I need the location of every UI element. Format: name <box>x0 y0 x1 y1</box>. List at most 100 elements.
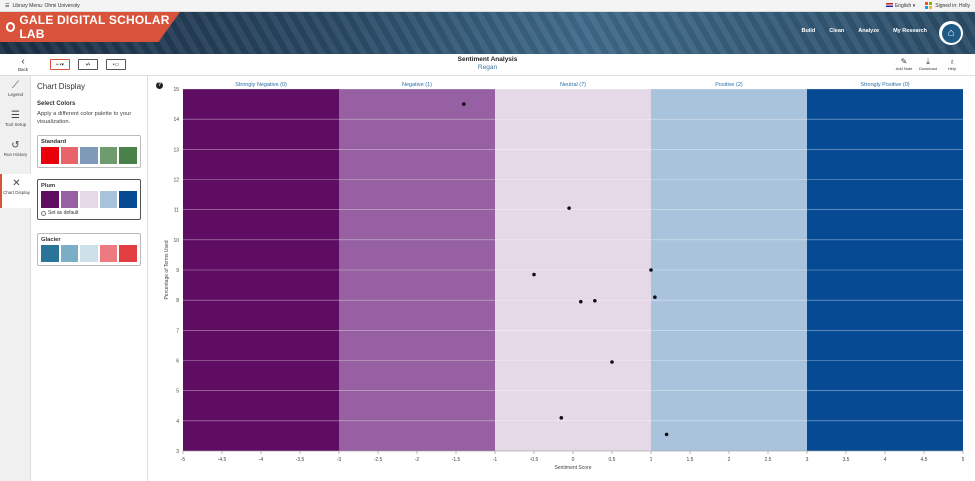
nav-analyze[interactable]: Analyze <box>858 28 880 34</box>
color-swatch <box>41 147 59 164</box>
color-swatch <box>119 147 137 164</box>
y-tick-label: 15 <box>173 87 179 93</box>
rail-run-history[interactable]: ↺ Run History <box>0 140 31 157</box>
chart-help-icon[interactable]: ? <box>156 82 163 89</box>
data-point <box>462 102 466 106</box>
x-tick-label: 0.5 <box>609 457 616 463</box>
x-tick-label: -4.5 <box>218 457 227 463</box>
panel-description: Apply a different color palette to your … <box>37 111 132 125</box>
add-note-button[interactable]: ✎ Add Note <box>895 57 913 71</box>
menu-icon[interactable]: ☰ <box>5 2 10 9</box>
x-tick-label: -0.5 <box>530 457 539 463</box>
nav-clean[interactable]: Clean <box>829 28 845 34</box>
x-tick-label: -1.5 <box>452 457 461 463</box>
x-tick-label: 0 <box>572 457 575 463</box>
x-tick-label: -3 <box>337 457 342 463</box>
x-tick-label: 3.5 <box>843 457 850 463</box>
palette-name: Standard <box>41 139 67 145</box>
view-toggle-3[interactable]: •▭ <box>106 59 126 70</box>
panel-title: Chart Display <box>37 82 86 91</box>
data-point <box>593 298 597 303</box>
color-swatch <box>60 191 79 208</box>
language-select[interactable]: English ▾ <box>885 3 915 9</box>
rail-chart-display[interactable]: ✕ Chart Display <box>0 174 31 208</box>
tool-toolbar: ‹ Back •·•▾ •⁄• •▭ Sentiment Analysis Re… <box>0 54 975 76</box>
x-tick-label: -5 <box>181 457 186 463</box>
x-tick-label: -2 <box>415 457 420 463</box>
x-tick-label: 4 <box>884 457 887 463</box>
content-set-link[interactable]: Regan <box>477 64 498 71</box>
home-button[interactable]: ⌂ <box>939 21 963 45</box>
x-tick-label: 3 <box>806 457 809 463</box>
rail-tool-setup[interactable]: ☰ Tool Setup <box>0 110 31 127</box>
x-axis-label: Sentiment Score <box>555 465 592 471</box>
y-tick-label: 5 <box>176 389 179 395</box>
rail-legend[interactable]: ⟋ Legend <box>0 80 31 97</box>
data-point <box>649 268 653 272</box>
x-tick-label: -4 <box>259 457 264 463</box>
color-swatch <box>80 245 98 262</box>
color-swatch <box>41 245 59 262</box>
color-swatch <box>119 191 137 208</box>
view-toggle-2[interactable]: •⁄• <box>78 59 98 70</box>
download-button[interactable]: ⤓ Download <box>919 57 937 71</box>
home-icon: ⌂ <box>941 23 961 43</box>
palette-standard[interactable]: Standard <box>37 135 141 168</box>
data-point <box>664 432 669 437</box>
signed-in-user[interactable]: Signed in: Holly <box>925 2 970 9</box>
tool-title: Sentiment Analysis <box>457 56 518 63</box>
x-tick-label: -1 <box>493 457 498 463</box>
nav-build[interactable]: Build <box>801 28 816 34</box>
back-button[interactable]: ‹ Back <box>17 56 28 73</box>
history-icon: ↺ <box>11 140 20 151</box>
band-label: Strongly Negative (0) <box>235 82 287 88</box>
radio-icon <box>41 210 46 216</box>
color-swatch <box>41 191 59 208</box>
brand[interactable]: GALE DIGITAL SCHOLAR LAB <box>0 12 180 42</box>
y-tick-label: 3 <box>176 449 179 455</box>
band-label: Strongly Positive (0) <box>860 82 909 88</box>
microsoft-icon <box>925 2 933 9</box>
side-rail: ⟋ Legend ☰ Tool Setup ↺ Run History ✕ Ch… <box>0 76 31 481</box>
color-swatch <box>60 147 79 164</box>
legend-icon: ⟋ <box>12 80 19 91</box>
palette-plum[interactable]: Plum Set as default <box>37 179 141 220</box>
x-tick-label: -3.5 <box>296 457 305 463</box>
chart-display-panel: Chart Display Select Colors Apply a diff… <box>31 76 148 481</box>
color-swatch <box>119 245 137 262</box>
help-button[interactable]: ♁ Help <box>947 57 957 71</box>
header-banner: GALE DIGITAL SCHOLAR LAB Build Clean Ana… <box>0 12 975 54</box>
sliders-icon: ☰ <box>11 110 20 121</box>
data-point <box>567 206 571 210</box>
page-title: Sentiment Analysis Regan <box>0 56 975 71</box>
color-swatch <box>99 147 118 164</box>
select-colors-heading: Select Colors <box>37 101 76 107</box>
nav-my-research[interactable]: My Research <box>893 28 927 34</box>
color-swatch <box>80 147 98 164</box>
y-tick-label: 4 <box>176 419 179 425</box>
sentiment-scatter-chart: Strongly Negative (0) Negative (1) Neutral… <box>164 82 965 471</box>
line-view-icon: •⁄• <box>85 61 91 68</box>
set-as-default-option[interactable]: Set as default <box>41 210 137 216</box>
data-point <box>653 295 657 299</box>
palette-glacier[interactable]: Glacier <box>37 233 141 266</box>
table-view-icon: •▭ <box>112 61 120 68</box>
gale-logo-icon <box>6 22 16 32</box>
y-tick-label: 12 <box>173 178 179 184</box>
scatter-view-icon: •·•▾ <box>56 61 64 68</box>
x-tick-label: 2.5 <box>765 457 772 463</box>
main-nav: Build Clean Analyze My Research <box>802 28 927 34</box>
data-point <box>559 416 564 420</box>
color-swatch <box>80 191 98 208</box>
library-menu-link[interactable]: Library Menu: Ohmi University <box>12 2 80 9</box>
y-tick-label: 10 <box>173 238 179 244</box>
tools-icon: ✕ <box>12 178 21 189</box>
x-tick-label: 1.5 <box>687 457 694 463</box>
data-point <box>610 360 614 364</box>
view-toggle-1[interactable]: •·•▾ <box>50 59 70 70</box>
y-tick-label: 9 <box>176 268 179 274</box>
band-label: Neutral (7) <box>560 82 586 88</box>
x-tick-label: -2.5 <box>374 457 383 463</box>
x-tick-label: 4.5 <box>921 457 928 463</box>
utility-bar: ☰ Library Menu: Ohmi University English … <box>0 0 975 12</box>
